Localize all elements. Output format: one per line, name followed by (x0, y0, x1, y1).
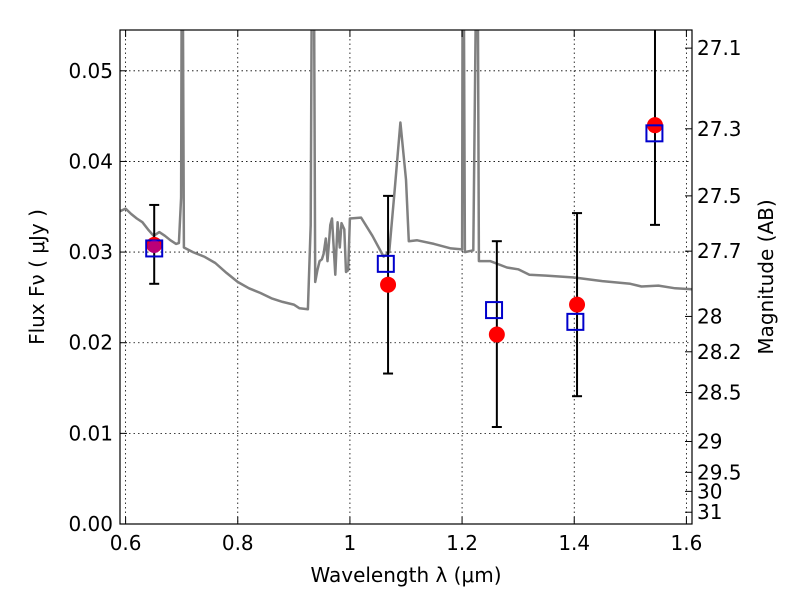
y-tick-label: 0.05 (68, 59, 113, 83)
right-tick-label: 29 (697, 430, 722, 454)
right-tick-label: 29.5 (697, 460, 742, 484)
x-tick-label: 0.8 (222, 531, 254, 555)
right-tick-label: 27.5 (697, 184, 742, 208)
right-tick-label: 28.5 (697, 381, 742, 405)
plot-layer (120, 30, 692, 429)
x-tick-label: 1 (344, 531, 357, 555)
y-tick-label: 0.04 (68, 149, 113, 173)
right-tick-label: 28 (697, 304, 722, 328)
model-flux-square (566, 312, 585, 331)
plot-frame (119, 29, 693, 525)
right-tick-label: 27.7 (697, 239, 742, 263)
x-tick-label: 1.4 (558, 531, 590, 555)
y-tick-label: 0.00 (68, 512, 113, 536)
template-spectrum-line (120, 30, 692, 311)
right-tick-label: 30 (697, 479, 722, 503)
y-tick-label: 0.01 (68, 421, 113, 445)
ticks: 0.6 0.8 1 1.2 1.4 1.6 0.00 0.01 0.02 0.03 0.04 0.05… (68, 30, 742, 555)
observed-flux-point (380, 276, 397, 293)
plot-area (120, 30, 692, 524)
model-flux-square (645, 124, 664, 143)
y-tick-label: 0.02 (68, 331, 113, 355)
model-flux-square (376, 254, 395, 273)
y-tick-label: 0.03 (68, 240, 113, 264)
overlap-point (147, 240, 161, 254)
right-tick-label: 31 (697, 500, 722, 524)
x-axis-label: Wavelength λ (μm) (310, 563, 501, 587)
model-flux-square (485, 301, 504, 320)
right-tick-label: 28.2 (697, 340, 742, 364)
observed-flux-point (488, 326, 505, 343)
x-tick-label: 0.6 (110, 531, 142, 555)
right-axis-label: Magnitude (AB) (754, 199, 778, 354)
observed-flux-point (569, 296, 586, 313)
right-tick-label: 27.3 (697, 117, 742, 141)
x-tick-label: 1.2 (446, 531, 478, 555)
y-axis-label: Flux Fν ( μJy ) (25, 209, 49, 345)
right-tick-label: 27.1 (697, 36, 742, 60)
x-tick-label: 1.6 (670, 531, 702, 555)
